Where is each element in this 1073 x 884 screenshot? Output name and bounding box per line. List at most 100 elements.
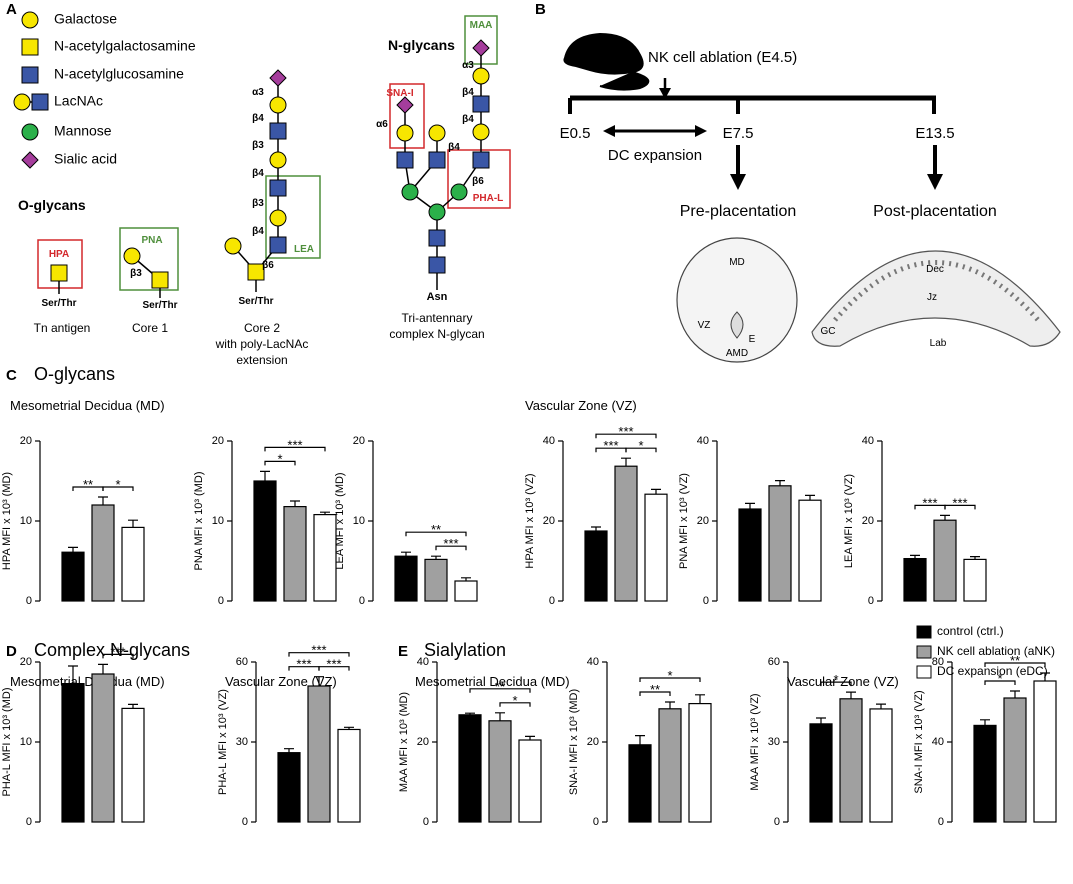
glycan-legend-label: Galactose: [54, 11, 117, 27]
bar: [91, 673, 115, 823]
label: Ser/Thr: [238, 296, 273, 307]
y-axis-label: LEA MFI x 10³ (MD): [334, 472, 346, 569]
glycan-circle: [123, 247, 141, 265]
y-tick-label: 20: [20, 656, 32, 668]
label: β3: [130, 268, 142, 279]
significance-label: **: [1010, 653, 1020, 668]
error-bar: [591, 526, 601, 531]
legend-label: NK cell ablation (aNK): [937, 644, 1055, 658]
error-bar: [910, 554, 920, 559]
significance-label: *: [833, 672, 838, 687]
section-subtitle: Mesometrial Decidua (MD): [415, 674, 570, 689]
y-tick-label: 20: [212, 435, 224, 447]
bond-label: β4: [252, 113, 264, 124]
section-subtitle: Mesometrial Decidua (MD): [10, 398, 165, 413]
label: MAA: [470, 20, 493, 31]
y-axis-label: MAA MFI x 10³ (VZ): [749, 693, 761, 790]
glycan-square: [428, 151, 446, 169]
section-heading: O-glycans: [18, 197, 86, 213]
bond-label: β3: [252, 198, 264, 209]
bond-label: β6: [472, 176, 484, 187]
panel-label: C: [6, 367, 17, 384]
glycan-square: [247, 263, 265, 281]
y-tick-label: 10: [20, 736, 32, 748]
y-axis-label: SNA-I MFI x 10³ (VZ): [913, 690, 925, 793]
significance-label: **: [650, 682, 660, 697]
region-label: Jz: [927, 292, 937, 303]
label: HPA: [49, 249, 69, 260]
glycan-circle: [472, 67, 490, 85]
label: SNA-I: [386, 88, 413, 99]
y-tick-label: 20: [20, 435, 32, 447]
y-axis-label: PNA MFI x 10³ (VZ): [678, 473, 690, 569]
y-tick-label: 40: [587, 656, 599, 668]
timepoint-label: E7.5: [723, 125, 754, 142]
glycan-circle: [472, 123, 490, 141]
y-tick-label: 0: [774, 816, 780, 828]
glycan-square: [472, 151, 490, 169]
label: Tri-antennary: [402, 311, 473, 325]
y-tick-label: 40: [862, 435, 874, 447]
glycan-diamond: [21, 151, 39, 169]
error-bar: [314, 676, 324, 686]
glycan-diamond: [396, 96, 414, 114]
glycan-circle: [21, 11, 39, 29]
bar: [458, 714, 482, 823]
bar: [798, 499, 822, 602]
label: DC expansion: [608, 147, 702, 164]
y-tick-label: 10: [353, 515, 365, 527]
bar: [839, 698, 863, 823]
error-bar: [635, 735, 645, 745]
bond-label: β3: [252, 140, 264, 151]
significance-label: ***: [618, 424, 633, 439]
section-subtitle: Vascular Zone (VZ): [787, 674, 899, 689]
glycan-square: [396, 151, 414, 169]
y-tick-label: 10: [20, 515, 32, 527]
label: NK cell ablation (E4.5): [648, 49, 797, 66]
significance-label: *: [277, 451, 282, 466]
region-label: VZ: [698, 320, 711, 331]
error-bar: [970, 556, 980, 560]
y-tick-label: 40: [932, 736, 944, 748]
glycan-square: [472, 95, 490, 113]
legend-swatch: [916, 665, 932, 679]
significance-bracket: [639, 691, 671, 696]
y-tick-label: 20: [862, 515, 874, 527]
error-bar: [695, 694, 705, 704]
significance-label: **: [495, 679, 505, 694]
embryo: [730, 311, 744, 339]
bar: [963, 558, 987, 602]
y-tick-label: 20: [697, 515, 709, 527]
significance-bracket: [102, 653, 134, 659]
significance-label: ***: [296, 657, 311, 672]
region-label: Lab: [930, 338, 947, 349]
lectin-box: [37, 239, 83, 289]
bar: [644, 493, 668, 602]
significance-label: ***: [952, 495, 967, 510]
error-bar: [980, 719, 990, 726]
error-bar: [461, 577, 471, 581]
y-tick-label: 60: [236, 656, 248, 668]
bar: [768, 485, 792, 602]
glycan-square: [151, 271, 169, 289]
label: PHA-L: [473, 193, 504, 204]
region-label: E: [749, 334, 756, 345]
bar: [61, 682, 85, 823]
significance-bracket: [595, 433, 657, 439]
y-tick-label: 0: [938, 816, 944, 828]
lectin-box: [265, 175, 321, 259]
bar: [903, 557, 927, 602]
y-tick-label: 0: [26, 816, 32, 828]
y-tick-label: 0: [703, 595, 709, 607]
label: complex N-glycan: [389, 327, 484, 341]
bond-label: β4: [448, 142, 460, 153]
error-bar: [775, 480, 785, 486]
label: Post-placentation: [873, 203, 997, 220]
bar: [614, 465, 638, 602]
significance-bracket: [639, 677, 701, 682]
significance-label: *: [512, 693, 517, 708]
arrowhead: [730, 174, 746, 190]
error-bar: [665, 701, 675, 709]
bar: [1003, 697, 1027, 823]
